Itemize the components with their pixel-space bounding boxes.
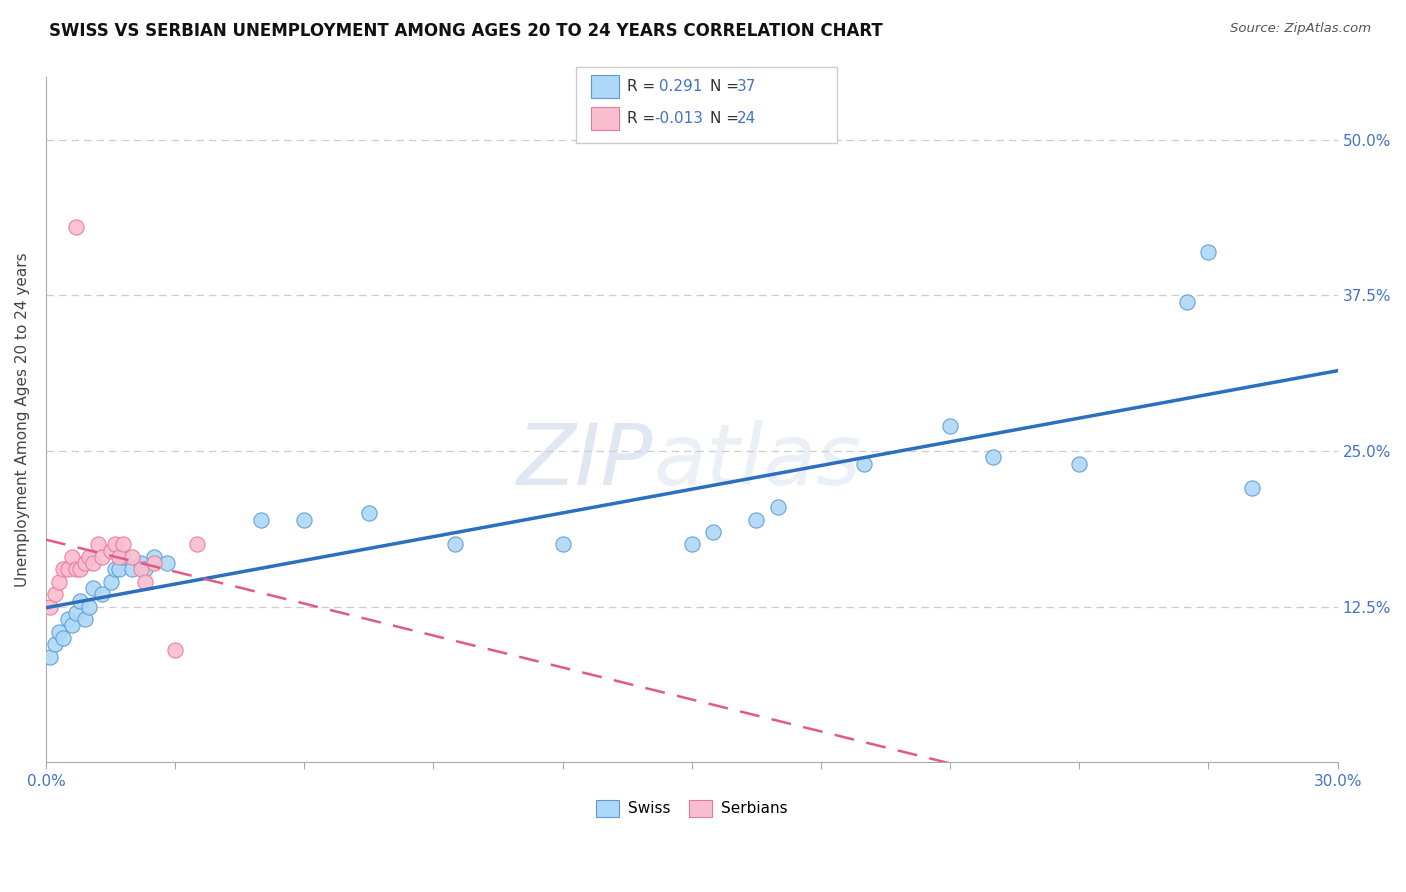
Point	[104, 537, 127, 551]
Point	[56, 612, 79, 626]
Point	[77, 549, 100, 564]
Point	[357, 506, 380, 520]
Text: -0.013: -0.013	[654, 112, 703, 126]
Point	[69, 593, 91, 607]
Y-axis label: Unemployment Among Ages 20 to 24 years: Unemployment Among Ages 20 to 24 years	[15, 252, 30, 587]
Point	[100, 574, 122, 589]
Point	[86, 537, 108, 551]
Point	[48, 624, 70, 639]
Point	[121, 562, 143, 576]
Point	[112, 537, 135, 551]
Point	[1175, 294, 1198, 309]
Point	[44, 637, 66, 651]
Text: 24: 24	[737, 112, 756, 126]
Text: atlas: atlas	[652, 419, 860, 502]
Point	[551, 537, 574, 551]
Point	[250, 512, 273, 526]
Text: N =: N =	[710, 79, 744, 94]
Point	[39, 649, 62, 664]
Point	[91, 587, 114, 601]
Point	[121, 549, 143, 564]
Text: 0.291: 0.291	[654, 79, 702, 94]
Point	[112, 549, 135, 564]
Point	[702, 524, 724, 539]
Point	[39, 599, 62, 614]
Text: 37: 37	[737, 79, 756, 94]
Text: Source: ZipAtlas.com: Source: ZipAtlas.com	[1230, 22, 1371, 36]
Point	[60, 549, 83, 564]
Point	[681, 537, 703, 551]
Point	[91, 549, 114, 564]
Point	[766, 500, 789, 515]
Text: SWISS VS SERBIAN UNEMPLOYMENT AMONG AGES 20 TO 24 YEARS CORRELATION CHART: SWISS VS SERBIAN UNEMPLOYMENT AMONG AGES…	[49, 22, 883, 40]
Point	[134, 562, 156, 576]
Point	[292, 512, 315, 526]
Point	[65, 562, 87, 576]
Point	[939, 419, 962, 434]
Point	[186, 537, 208, 551]
Point	[73, 612, 96, 626]
Point	[108, 562, 131, 576]
Point	[82, 581, 104, 595]
Point	[108, 549, 131, 564]
Point	[1198, 244, 1220, 259]
Point	[69, 562, 91, 576]
Point	[77, 599, 100, 614]
Point	[65, 606, 87, 620]
Text: R =: R =	[627, 79, 661, 94]
Text: R =: R =	[627, 112, 661, 126]
Legend: Swiss, Serbians: Swiss, Serbians	[591, 793, 794, 823]
Point	[100, 543, 122, 558]
Point	[155, 556, 177, 570]
Point	[82, 556, 104, 570]
Point	[52, 562, 75, 576]
Point	[134, 574, 156, 589]
Point	[165, 643, 187, 657]
Point	[73, 556, 96, 570]
Point	[1069, 457, 1091, 471]
Text: ZIP: ZIP	[517, 419, 652, 502]
Point	[65, 219, 87, 234]
Point	[48, 574, 70, 589]
Point	[52, 631, 75, 645]
Point	[981, 450, 1004, 465]
Point	[853, 457, 876, 471]
Point	[142, 556, 165, 570]
Point	[1240, 482, 1263, 496]
Point	[745, 512, 768, 526]
Point	[60, 618, 83, 632]
Point	[129, 562, 152, 576]
Point	[104, 562, 127, 576]
Point	[142, 549, 165, 564]
Point	[129, 556, 152, 570]
Point	[56, 562, 79, 576]
Text: N =: N =	[710, 112, 744, 126]
Point	[44, 587, 66, 601]
Point	[444, 537, 467, 551]
